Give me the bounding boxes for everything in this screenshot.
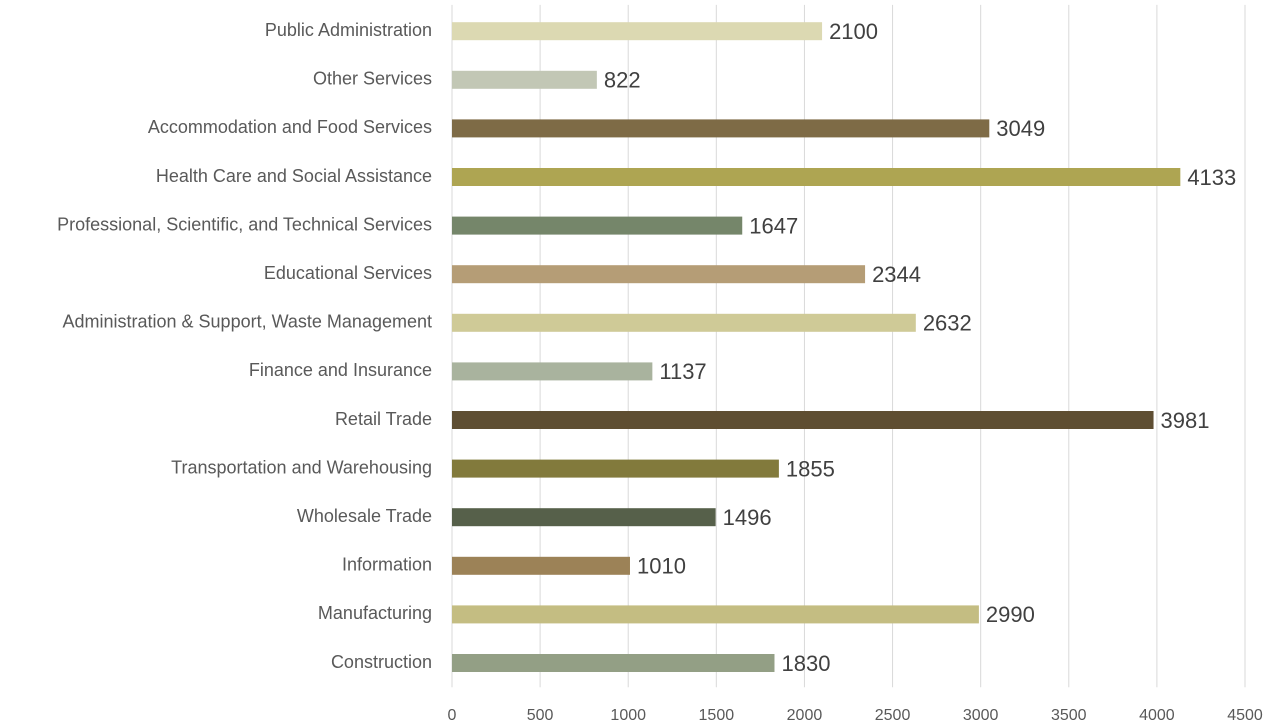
value-label: 2344 <box>872 262 921 287</box>
x-tick-label: 4000 <box>1139 707 1175 724</box>
bar <box>452 508 716 527</box>
value-label: 2632 <box>923 311 972 336</box>
y-tick-label: Public Administration <box>265 20 432 40</box>
x-tick-label: 4500 <box>1227 707 1263 724</box>
value-label: 1496 <box>723 505 772 530</box>
y-tick-label: Finance and Insurance <box>249 360 432 380</box>
value-label: 4133 <box>1187 165 1236 190</box>
x-tick-label: 2000 <box>787 707 823 724</box>
y-tick-label: Administration & Support, Waste Manageme… <box>62 312 432 332</box>
value-label: 1855 <box>786 456 835 481</box>
bar <box>452 119 990 138</box>
value-label: 3049 <box>996 116 1045 141</box>
value-label: 1137 <box>659 359 706 384</box>
x-tick-label: 3000 <box>963 707 999 724</box>
bar <box>452 313 916 332</box>
bar <box>452 556 630 575</box>
y-tick-label: Educational Services <box>264 263 432 283</box>
bar <box>452 216 743 235</box>
x-tick-label: 3500 <box>1051 707 1087 724</box>
y-tick-label: Accommodation and Food Services <box>148 117 432 137</box>
y-tick-label: Wholesale Trade <box>297 506 432 526</box>
y-tick-label: Other Services <box>313 69 432 89</box>
bar <box>452 411 1154 429</box>
x-tick-label: 2500 <box>875 707 911 724</box>
y-tick-label: Health Care and Social Assistance <box>156 166 432 186</box>
value-label: 822 <box>604 68 641 93</box>
bar <box>452 168 1181 186</box>
bar <box>452 605 979 624</box>
x-tick-label: 0 <box>448 707 457 724</box>
value-label: 2990 <box>986 602 1035 627</box>
y-tick-label: Construction <box>331 652 432 672</box>
value-label: 2100 <box>829 19 878 44</box>
bar <box>452 70 597 89</box>
y-tick-label: Information <box>342 555 432 575</box>
y-tick-label: Transportation and Warehousing <box>171 457 432 477</box>
x-tick-label: 1500 <box>699 707 735 724</box>
bar <box>452 654 775 672</box>
value-label: 1647 <box>749 213 798 238</box>
value-label: 3981 <box>1161 408 1210 433</box>
x-tick-label: 1000 <box>610 707 646 724</box>
bar <box>452 265 866 284</box>
y-tick-label: Professional, Scientific, and Technical … <box>57 214 432 234</box>
value-label: 1830 <box>781 651 830 676</box>
value-label: 1010 <box>637 554 686 579</box>
y-tick-label: Manufacturing <box>318 603 432 623</box>
x-tick-label: 500 <box>527 707 554 724</box>
y-tick-label: Retail Trade <box>335 409 432 429</box>
bar <box>452 459 779 478</box>
bar <box>452 22 823 41</box>
bar <box>452 362 653 381</box>
